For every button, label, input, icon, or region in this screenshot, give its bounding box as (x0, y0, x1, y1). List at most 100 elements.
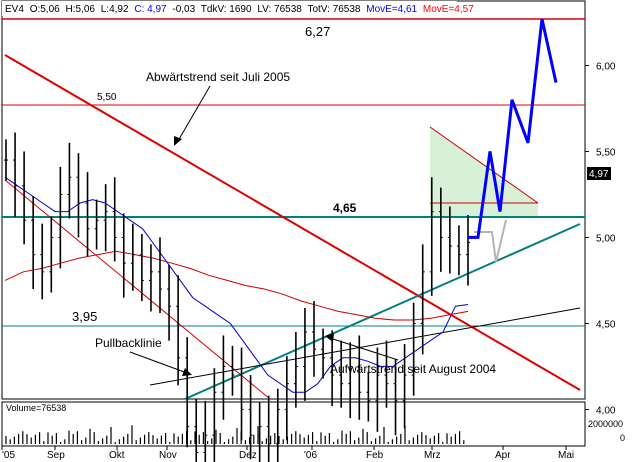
price-bar (212, 368, 217, 462)
price-bar (348, 342, 353, 419)
price-bar (103, 184, 108, 252)
price-bar (49, 216, 54, 293)
price-bar (330, 330, 335, 406)
y-tick-label: 4,00 (596, 405, 616, 416)
uptrend-label: Aufwärtstrend seit August 2004 (330, 362, 496, 376)
price-bar (438, 187, 443, 272)
pullback-label: Pullbacklinie (95, 336, 162, 350)
price-bar (321, 328, 326, 379)
triangle-base-fill (430, 203, 538, 217)
triangle-upper-line (429, 126, 539, 204)
price-bar (411, 302, 416, 396)
price-bar (112, 177, 117, 262)
price-bar (4, 139, 8, 181)
x-tick-label: Nov (159, 450, 177, 461)
x-tick-label: Feb (366, 450, 384, 461)
volume-bars (5, 425, 465, 444)
x-tick-label: Okt (109, 450, 125, 461)
price-bar (203, 400, 208, 462)
price-bar (94, 199, 99, 250)
uptrend-arrow (329, 337, 399, 361)
volume-axis-bottom: 0 (620, 433, 625, 443)
price-bar (456, 225, 461, 276)
header-bg (2, 1, 457, 16)
x-tick-label: Mai (558, 450, 574, 461)
y-tick-label: 5,50 (596, 147, 616, 158)
price-bar (375, 347, 380, 432)
current-price-box (587, 167, 611, 180)
price-bar (366, 371, 371, 422)
x-axis: '05 Sep Okt Nov Dez '06 Feb Mrz Apr Mai (1, 446, 574, 461)
price-bar (40, 223, 45, 300)
price-bar (230, 345, 235, 396)
y-tick-label: 5,00 (596, 233, 616, 244)
moving-average-long (4, 250, 469, 321)
x-tick-label: Mrz (424, 450, 441, 461)
label-465: 4,65 (333, 201, 357, 215)
price-bar (13, 132, 18, 217)
price-bar (167, 264, 172, 341)
price-bar (158, 237, 162, 314)
price-bar (239, 347, 244, 441)
price-bar (429, 177, 434, 296)
price-bar (384, 340, 389, 408)
price-bar (293, 332, 298, 408)
downtrend-label: Abwärtstrend seit Juli 2005 (146, 70, 290, 84)
price-bar (284, 356, 289, 441)
price-bar (176, 275, 181, 386)
price-bar (339, 340, 344, 408)
forecast-layer (468, 18, 558, 239)
volume-panel-frame (1, 401, 586, 447)
price-bar (221, 335, 226, 420)
price-bar (121, 213, 126, 298)
y-tick-label: 6,00 (596, 61, 616, 72)
pullback-line (149, 307, 581, 386)
price-bar (67, 142, 72, 219)
price-bar (393, 359, 398, 436)
uptrend-line (184, 223, 581, 400)
forecast-path (468, 18, 558, 239)
x-tick-label: '06 (304, 450, 317, 461)
volume-label: Volume=76538 (6, 403, 66, 413)
label-627: 6,27 (305, 24, 330, 39)
label-395: 3,95 (72, 309, 97, 324)
price-bar (466, 215, 470, 286)
price-bar (302, 307, 307, 401)
price-bar (139, 234, 144, 302)
pullback-arrowhead (182, 368, 192, 376)
downtrend-arrow (177, 85, 211, 142)
x-tick-label: Apr (495, 450, 511, 461)
price-bar (194, 399, 199, 462)
price-bar (357, 335, 362, 420)
price-bar (248, 375, 253, 460)
price-bar (420, 244, 425, 355)
moving-averages (4, 176, 469, 393)
current-price-label: 4,97 (589, 169, 609, 180)
price-bar (22, 151, 27, 245)
y-axis: 6,00 5,50 5,00 4,50 4,00 (585, 61, 616, 416)
label-550: 5,50 (97, 92, 117, 103)
pullback-arrow (129, 351, 188, 374)
x-tick-label: Dez (239, 450, 257, 461)
y-tick-label: 4,50 (596, 319, 616, 330)
price-bar (58, 166, 63, 269)
price-bar (148, 244, 153, 312)
price-bar (85, 172, 90, 257)
uptrend-arrowhead (325, 333, 334, 342)
price-bar (275, 388, 280, 462)
price-bar (31, 196, 36, 290)
price-bar (447, 206, 452, 274)
x-tick-label: Sep (47, 450, 65, 461)
price-bar (185, 337, 190, 448)
price-bar (130, 223, 135, 291)
pullback-hint (474, 219, 507, 263)
price-bars (4, 132, 470, 462)
volume-axis-top: 2000000 (588, 419, 623, 429)
price-bar (76, 153, 81, 238)
downtrend-line (4, 54, 581, 391)
price-bar (402, 344, 407, 429)
price-bar (312, 301, 316, 377)
